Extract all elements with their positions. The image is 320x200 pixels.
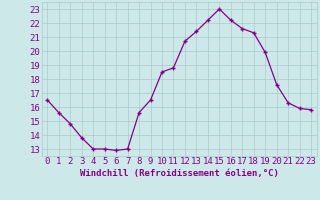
X-axis label: Windchill (Refroidissement éolien,°C): Windchill (Refroidissement éolien,°C) <box>80 169 279 178</box>
